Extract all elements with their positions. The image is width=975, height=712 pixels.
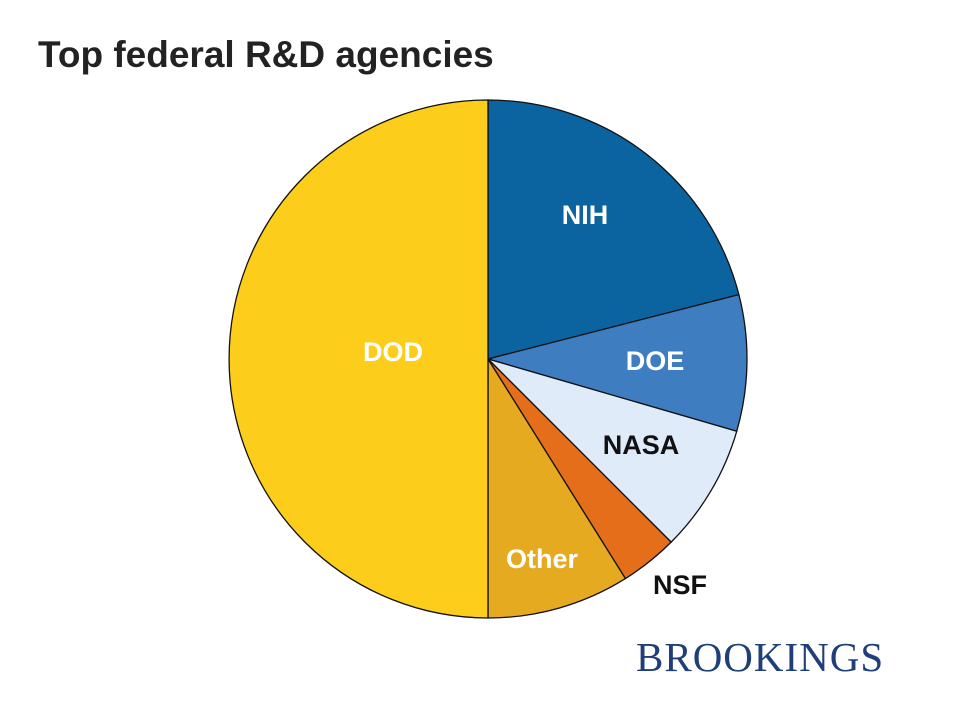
slice-label-dod: DOD (363, 337, 423, 367)
pie-slice-dod (228, 99, 489, 619)
pie-slices (228, 99, 748, 619)
slice-label-nasa: NASA (603, 430, 680, 460)
pie-slice-nih (487, 99, 740, 360)
slice-label-doe: DOE (626, 346, 685, 376)
chart-title: Top federal R&D agencies (38, 34, 494, 75)
brookings-logo: BROOKINGS (636, 634, 885, 680)
slice-label-other: Other (506, 544, 579, 574)
pie-slice-nasa (487, 358, 738, 543)
pie-labels: NIH DOE NASA NSF Other DOD (363, 200, 707, 600)
pie-slice-doe (487, 293, 748, 432)
slice-label-nih: NIH (562, 200, 609, 230)
slice-label-nsf: NSF (653, 570, 707, 600)
pie-slice-other (487, 358, 627, 619)
